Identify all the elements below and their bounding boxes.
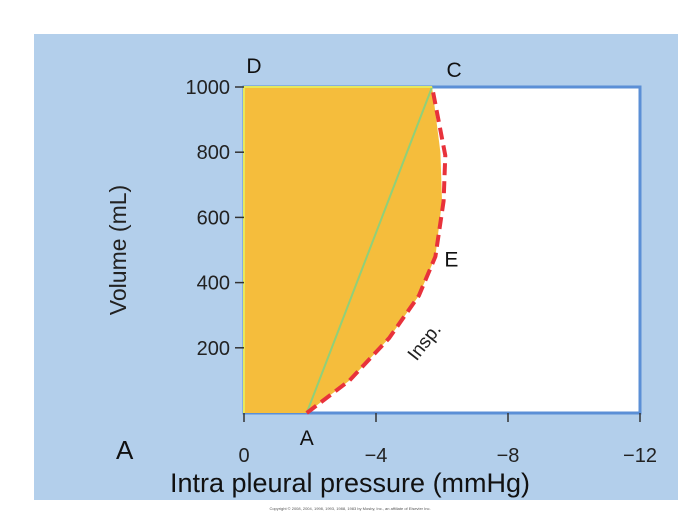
y-axis: 200 400 600 800 1000 xyxy=(186,77,244,360)
x-tick-label-0: 0 xyxy=(238,445,249,467)
x-tick-label-1: −4 xyxy=(365,445,388,467)
y-tick-label-2: 600 xyxy=(197,207,230,229)
x-axis-title: Intra pleural pressure (mmHg) xyxy=(170,468,530,498)
y-tick-label-3: 800 xyxy=(197,142,230,164)
x-tick-label-3: −12 xyxy=(623,445,657,467)
point-label-d: D xyxy=(246,55,261,78)
point-label-a: A xyxy=(300,427,314,450)
series-line-1 xyxy=(305,86,448,415)
y-tick-label-0: 200 xyxy=(197,338,230,360)
y-tick-label-4: 1000 xyxy=(186,77,231,99)
panel-label: A xyxy=(116,435,134,465)
copyright-note: Copyright © 2008, 2004, 1998, 1993, 1988… xyxy=(269,506,430,511)
x-tick-label-2: −8 xyxy=(497,445,520,467)
point-label-e: E xyxy=(444,249,458,272)
x-axis: 0 −4 −8 −12 xyxy=(238,413,657,467)
point-labels: A C D E xyxy=(246,55,461,450)
y-axis-title: Volume (mL) xyxy=(105,185,131,315)
point-label-c: C xyxy=(447,59,462,82)
y-tick-label-1: 400 xyxy=(197,273,230,295)
series-line-0 xyxy=(305,86,434,414)
